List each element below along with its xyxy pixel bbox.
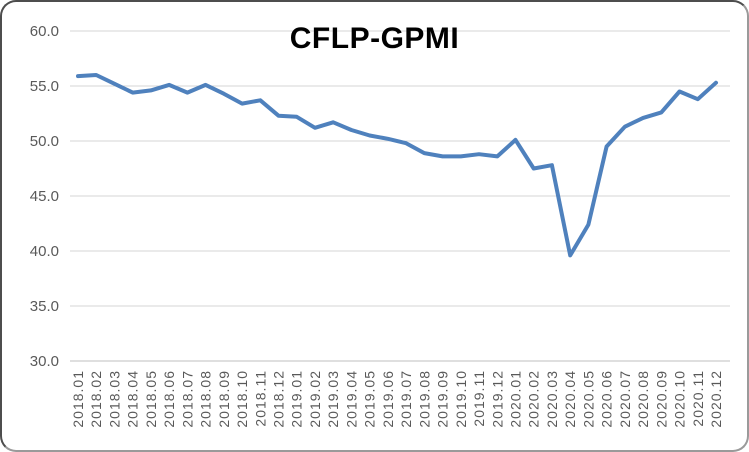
x-axis-tick-label: 2020.05 <box>580 370 596 428</box>
y-axis-tick-label: 30.0 <box>30 353 59 370</box>
x-axis-tick-label: 2020.08 <box>635 370 651 428</box>
x-axis-tick-label: 2019.08 <box>416 370 432 428</box>
x-axis-tick-label: 2018.10 <box>234 370 250 428</box>
x-axis-tick-label: 2020.03 <box>544 370 560 428</box>
x-axis-tick-label: 2018.07 <box>179 370 195 428</box>
x-axis-tick-label: 2019.03 <box>325 370 341 428</box>
x-axis-tick-label: 2018.11 <box>252 370 268 427</box>
x-axis-tick-label: 2018.01 <box>70 370 86 428</box>
x-axis-tick-label: 2018.08 <box>198 370 214 428</box>
x-axis-tick-label: 2019.04 <box>343 370 359 428</box>
x-axis-tick-label: 2018.03 <box>106 370 122 428</box>
x-axis-tick-label: 2020.02 <box>526 370 542 428</box>
x-axis-tick-label: 2020.07 <box>617 370 633 428</box>
x-axis-tick-label: 2019.06 <box>380 370 396 428</box>
x-axis-tick-label: 2020.10 <box>672 370 688 428</box>
chart-title: CFLP-GPMI <box>289 22 460 55</box>
y-axis-tick-label: 40.0 <box>30 243 59 260</box>
y-axis-tick-label: 35.0 <box>30 298 59 315</box>
x-axis-tick-label: 2020.11 <box>690 370 706 427</box>
x-axis-tick-label: 2020.01 <box>507 370 523 428</box>
x-axis-tick-label: 2019.05 <box>362 370 378 428</box>
x-axis-tick-label: 2019.12 <box>489 370 505 428</box>
x-axis-tick-label: 2019.02 <box>307 370 323 428</box>
y-axis-tick-label: 50.0 <box>30 133 59 150</box>
x-axis-tick-label: 2020.09 <box>653 370 669 428</box>
x-axis-tick-label: 2020.06 <box>599 370 615 428</box>
x-axis-tick-label: 2019.10 <box>453 370 469 428</box>
x-axis-tick-label: 2018.06 <box>161 370 177 428</box>
x-axis-tick-label: 2018.05 <box>143 370 159 428</box>
y-axis-tick-label: 45.0 <box>30 188 59 205</box>
x-axis-tick-label: 2018.09 <box>216 370 232 428</box>
y-axis-tick-label: 55.0 <box>30 78 59 95</box>
data-series-line <box>76 73 718 258</box>
x-axis-tick-label: 2020.04 <box>562 370 578 428</box>
x-axis-tick-label: 2019.01 <box>289 370 305 428</box>
x-axis-tick-label: 2018.04 <box>125 370 141 428</box>
x-axis-tick-label: 2019.11 <box>471 370 487 427</box>
x-axis-tick-label: 2020.12 <box>708 370 724 428</box>
x-axis-tick-label: 2018.12 <box>271 370 287 428</box>
x-axis-tick-label: 2019.07 <box>398 370 414 428</box>
y-axis-tick-label: 60.0 <box>30 23 59 40</box>
x-axis-tick-label: 2018.02 <box>88 370 104 428</box>
x-axis-tick-label: 2019.09 <box>435 370 451 428</box>
